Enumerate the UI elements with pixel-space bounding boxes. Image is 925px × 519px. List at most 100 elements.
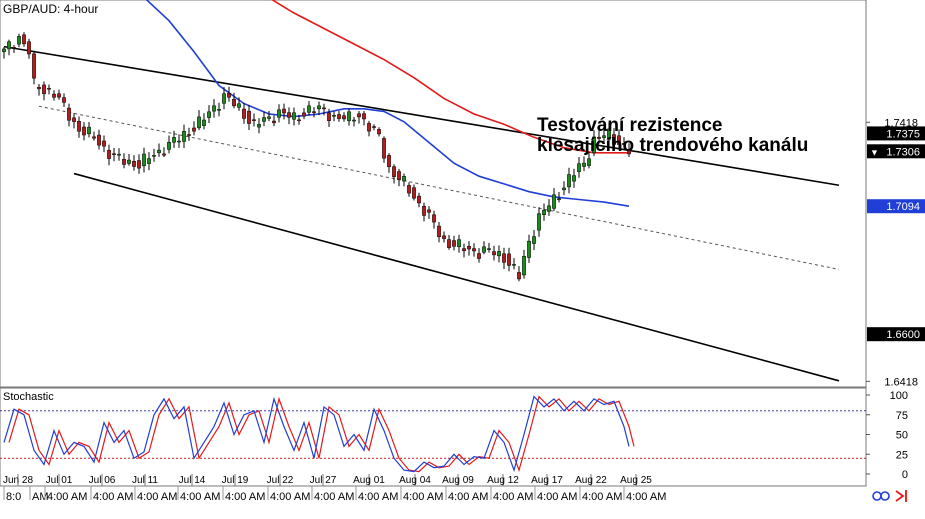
candle-body — [422, 205, 426, 216]
candle-body — [247, 110, 251, 124]
price-tag-box — [867, 199, 925, 214]
candle-body — [292, 112, 296, 120]
candle-body — [142, 153, 146, 167]
stoch-tick-label: 0 — [902, 469, 908, 481]
candle-body — [117, 153, 121, 156]
candle-body — [42, 84, 46, 95]
candle-body — [137, 160, 141, 169]
date-label: Aug 17 — [531, 475, 563, 486]
candle-body — [372, 126, 376, 128]
candle-body — [2, 48, 6, 53]
time-label: 4:00 AM — [358, 491, 398, 503]
candle-body — [107, 150, 111, 159]
candle-body — [332, 114, 336, 117]
date-label: Aug 25 — [620, 475, 652, 486]
candle-body — [122, 158, 126, 165]
time-label: 4:00 AM — [93, 491, 133, 503]
date-label: Jul 14 — [179, 475, 206, 486]
time-label: 4:00 AM — [403, 491, 443, 503]
candle-body — [147, 158, 151, 164]
candle-body — [512, 264, 516, 266]
candle-body — [567, 174, 571, 188]
candle-body — [277, 109, 281, 118]
candle-body — [562, 187, 566, 191]
indicator-title-bg — [1, 389, 57, 403]
candle-body — [557, 198, 561, 201]
arrow-right-icon[interactable] — [895, 490, 907, 502]
candle-body — [17, 36, 21, 45]
candle-body — [602, 135, 606, 138]
candle-body — [132, 161, 136, 167]
candle-body — [112, 153, 116, 155]
date-label: Jun 28 — [3, 475, 33, 486]
candle-body — [477, 253, 481, 259]
time-label: 4:00 AM — [137, 491, 177, 503]
annotation-line-1: Testování rezistence — [537, 115, 723, 136]
candle-body — [552, 194, 556, 209]
candle-body — [32, 53, 36, 79]
candle-body — [167, 141, 171, 150]
channel-middle-line — [38, 105, 840, 270]
time-label: 4:00 AM — [448, 491, 488, 503]
symbol-title: GBP/AUD: 4-hour — [3, 2, 98, 16]
date-label: Aug 04 — [399, 475, 431, 486]
candle-body — [432, 214, 436, 223]
link-icon[interactable] — [872, 491, 890, 501]
time-label: 4:00 AM — [493, 491, 533, 503]
price-tag-label: 1.6600 — [886, 329, 920, 341]
candle-body — [547, 205, 551, 212]
indicator-title: Stochastic — [3, 391, 54, 403]
price-tag-box — [867, 327, 925, 342]
candle-body — [92, 136, 96, 139]
candle-body — [397, 171, 401, 180]
candle-body — [417, 195, 421, 204]
candle-body — [157, 149, 161, 154]
date-label: Jul 27 — [310, 475, 337, 486]
stoch-k-line — [3, 395, 630, 473]
candle-body — [47, 87, 51, 90]
price-tag-marker: ▼ — [870, 147, 879, 157]
candle-body — [337, 114, 341, 119]
time-label: 4:00 AM — [537, 491, 577, 503]
time-label: 8:0 — [6, 491, 21, 503]
stochastic-lines — [0, 395, 866, 473]
candle-body — [312, 111, 316, 113]
candle-body — [232, 98, 236, 107]
candle-body — [342, 115, 346, 120]
candle-body — [392, 166, 396, 178]
time-label: 4:00 AM — [47, 491, 87, 503]
date-label: Aug 01 — [353, 475, 385, 486]
symbol-title-bg — [1, 1, 97, 16]
time-axis: Jun 28 Jul 01 Jul 06 Jul 11 Jul 14 Jul 19 Jul … — [3, 474, 666, 503]
date-label: Aug 12 — [487, 475, 519, 486]
date-label: Aug 22 — [575, 475, 607, 486]
candle-body — [202, 119, 206, 126]
price-tag-label: 1.7306 — [886, 146, 920, 158]
candle-body — [52, 93, 56, 98]
stoch-tick-label: 50 — [896, 430, 908, 442]
candle-body — [237, 103, 241, 108]
candle-body — [212, 105, 216, 112]
candle-body — [217, 109, 221, 111]
candle-body — [37, 87, 41, 90]
candle-body — [427, 209, 431, 213]
price-axis: 1.7418 1.6418 1.7375 1.7306 ▼ 1.7094 1.6600 — [866, 117, 925, 388]
candle-body — [82, 126, 86, 136]
candle-body — [577, 163, 581, 172]
candle-body — [172, 137, 176, 143]
annotation-line-2: klesajícího trendového kanálu — [537, 135, 808, 156]
candle-body — [592, 136, 596, 154]
time-label: 4:00 AM — [314, 491, 354, 503]
candle-body — [382, 138, 386, 159]
candle-body — [297, 119, 301, 122]
date-label: Jul 01 — [46, 475, 73, 486]
stoch-d-line — [8, 395, 635, 473]
candle-body — [182, 131, 186, 142]
candle-body — [407, 185, 411, 194]
candle-body — [67, 107, 71, 121]
candle-body — [447, 239, 451, 248]
candle-body — [287, 112, 291, 118]
candle-body — [327, 112, 331, 121]
